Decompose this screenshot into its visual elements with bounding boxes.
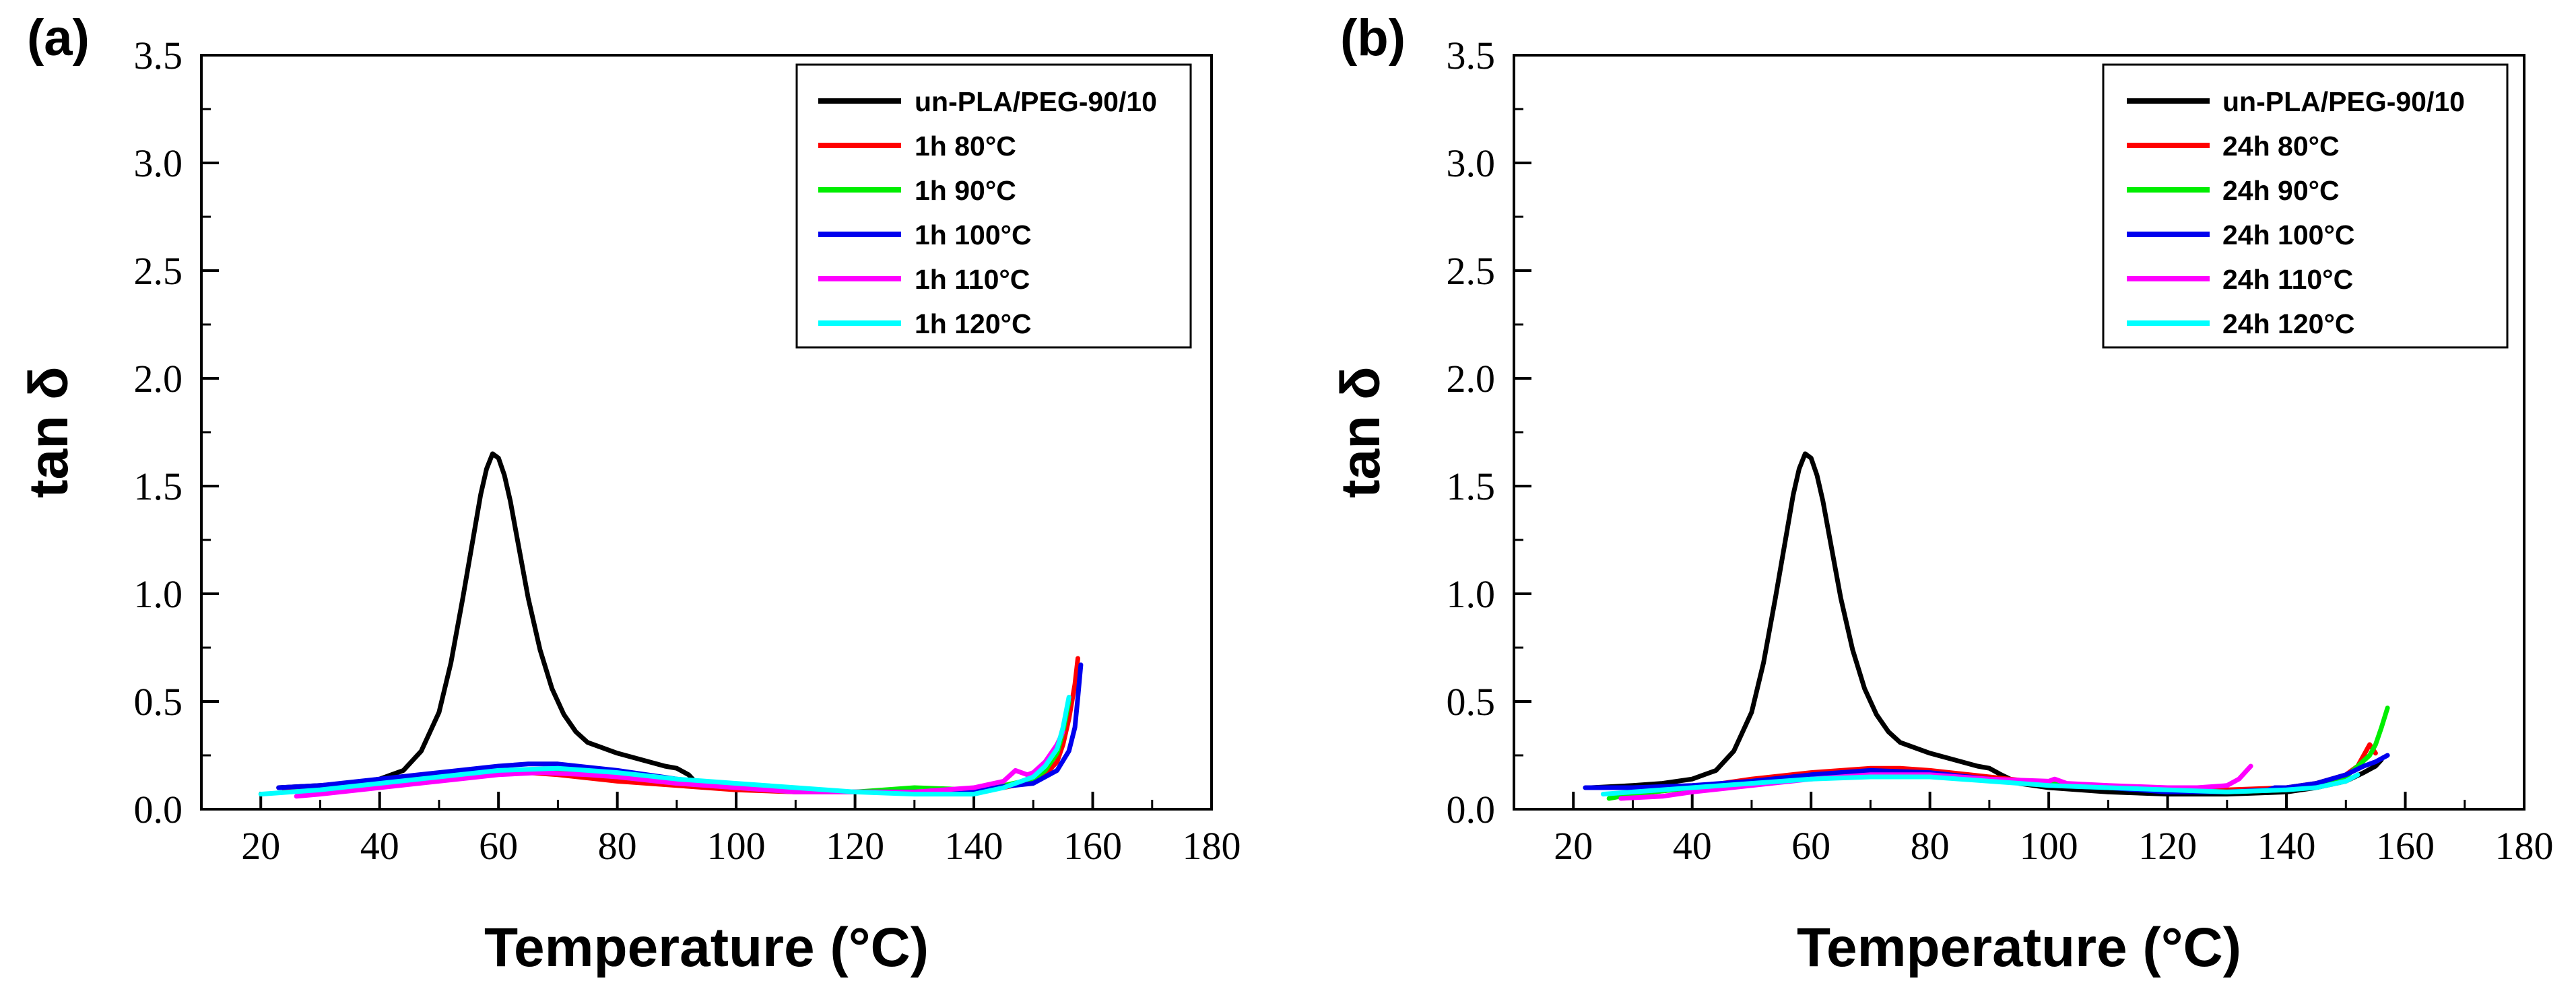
y-tick-label: 2.5 xyxy=(134,249,183,293)
legend-label: 24h 100°C xyxy=(2222,219,2354,250)
x-tick-label: 40 xyxy=(360,824,399,868)
x-tick-label: 160 xyxy=(1063,824,1122,868)
legend-label: 1h 80°C xyxy=(915,131,1016,162)
x-tick-label: 80 xyxy=(598,824,637,868)
legend-label: 24h 90°C xyxy=(2222,175,2340,206)
panel-label-b: (b) xyxy=(1340,9,1406,67)
legend-label: 1h 90°C xyxy=(915,175,1016,206)
x-axis-title-b: Temperature (°C) xyxy=(1797,917,2241,978)
y-tick-label: 3.0 xyxy=(1447,141,1496,185)
x-tick-label: 40 xyxy=(1673,824,1712,868)
legend-label: 1h 120°C xyxy=(915,308,1032,339)
chart-panel-b: (b) 20 40 60 80 100 120 140 160 180 0.0 0.5 1.0 1.5… xyxy=(1330,9,2554,978)
series-lines-a xyxy=(258,451,1084,799)
x-tick-label: 60 xyxy=(1791,824,1830,868)
y-tick-label: 0.5 xyxy=(134,680,183,724)
legend-a: un-PLA/PEG-90/10 1h 80°C 1h 90°C 1h 100°C 1h… xyxy=(795,63,1192,349)
legend-label: 1h 100°C xyxy=(915,219,1032,250)
y-tick-label: 3.5 xyxy=(1447,34,1496,77)
y-tick-label: 3.0 xyxy=(134,141,183,185)
legend-label: 24h 110°C xyxy=(2222,264,2353,295)
series-line-5 xyxy=(258,695,1071,797)
series-line-4 xyxy=(1618,763,2253,801)
x-ticks-a: 20 40 60 80 100 120 140 160 180 xyxy=(241,792,1241,868)
series-line-5 xyxy=(1600,772,2360,797)
y-tick-label: 2.0 xyxy=(134,357,183,401)
x-axis-title-a: Temperature (°C) xyxy=(484,917,929,978)
series-line-0 xyxy=(276,451,697,790)
legend-label: 24h 120°C xyxy=(2222,308,2354,339)
chart-panel-a: (a) 20 40 60 80 100 120 140 160 180 0.0 0.5 1.0 1.5… xyxy=(18,9,1241,978)
y-tick-label: 1.0 xyxy=(1447,572,1496,616)
y-tick-label: 3.5 xyxy=(134,34,183,77)
legend-box-b xyxy=(2102,63,2509,349)
y-ticks-b: 0.0 0.5 1.0 1.5 2.0 2.5 3.0 3.5 xyxy=(1447,34,1531,831)
legend-label: un-PLA/PEG-90/10 xyxy=(2222,86,2465,117)
x-tick-label: 180 xyxy=(1183,824,1241,868)
y-tick-label: 1.5 xyxy=(1447,465,1496,508)
y-tick-label: 0.0 xyxy=(1447,788,1496,831)
y-axis-title-a: tan δ xyxy=(18,366,79,498)
y-tick-label: 0.5 xyxy=(1447,680,1496,724)
x-tick-label: 140 xyxy=(945,824,1003,868)
x-tick-label: 180 xyxy=(2495,824,2554,868)
x-tick-label: 120 xyxy=(2138,824,2197,868)
legend-box-a xyxy=(795,63,1192,349)
x-tick-label: 100 xyxy=(2020,824,2078,868)
x-tick-label: 100 xyxy=(707,824,766,868)
series-line-4 xyxy=(294,729,1065,799)
legend-label: un-PLA/PEG-90/10 xyxy=(915,86,1157,117)
y-tick-label: 0.0 xyxy=(134,788,183,831)
panel-label-a: (a) xyxy=(27,9,90,67)
x-tick-label: 160 xyxy=(2376,824,2435,868)
y-tick-label: 2.5 xyxy=(1447,249,1496,293)
series-lines-b xyxy=(1583,451,2390,801)
x-tick-label: 140 xyxy=(2257,824,2316,868)
y-tick-label: 1.0 xyxy=(134,572,183,616)
x-tick-label: 20 xyxy=(1554,824,1593,868)
x-ticks-b: 20 40 60 80 100 120 140 160 180 xyxy=(1554,792,2554,868)
y-axis-title-b: tan δ xyxy=(1330,366,1391,498)
x-tick-label: 120 xyxy=(826,824,884,868)
y-tick-label: 1.5 xyxy=(134,465,183,508)
y-ticks-a: 0.0 0.5 1.0 1.5 2.0 2.5 3.0 3.5 xyxy=(134,34,219,831)
legend-label: 1h 110°C xyxy=(915,264,1030,295)
x-tick-label: 60 xyxy=(479,824,518,868)
x-tick-label: 20 xyxy=(241,824,280,868)
x-tick-label: 80 xyxy=(1911,824,1950,868)
legend-label: 24h 80°C xyxy=(2222,131,2340,162)
y-tick-label: 2.0 xyxy=(1447,357,1496,401)
legend-b: un-PLA/PEG-90/10 24h 80°C 24h 90°C 24h 100°… xyxy=(2102,63,2509,349)
